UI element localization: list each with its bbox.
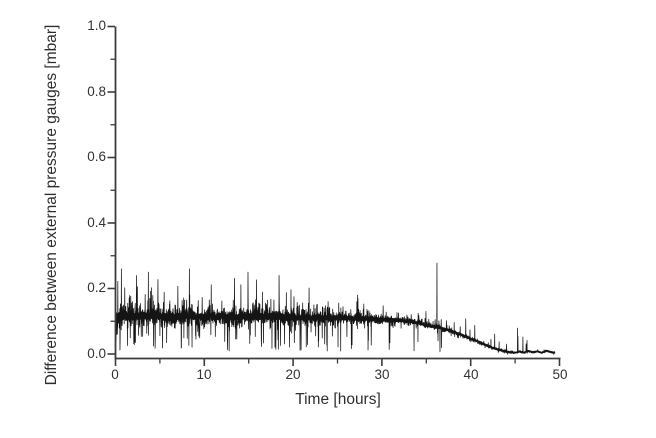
x-axis-title: Time [hours] [295,391,381,408]
data-series-core [114,311,556,354]
x-tick-label: 10 [196,367,212,382]
y-tick-label: 0.6 [87,149,106,164]
y-tick-label: 0.4 [87,215,106,230]
x-tick-label: 20 [285,367,301,382]
x-tick-label: 50 [552,367,568,382]
data-series-spikes [115,262,556,355]
y-tick-label: 0.0 [87,346,106,361]
y-tick-label: 0.2 [87,280,106,295]
x-tick-label: 0 [111,367,119,382]
x-tick-label: 30 [374,367,390,382]
x-tick-label: 40 [463,367,479,382]
y-tick-label: 1.0 [87,18,106,33]
y-tick-label: 0.8 [87,84,106,99]
